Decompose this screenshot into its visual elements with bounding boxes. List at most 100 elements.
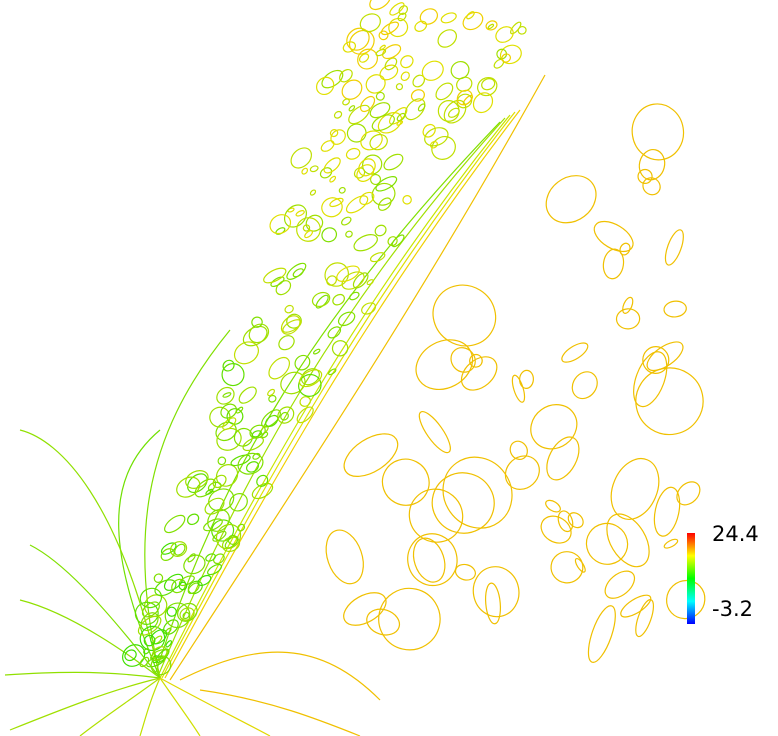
contour-loop xyxy=(203,518,223,532)
contour-loop xyxy=(143,648,150,655)
contour-loop xyxy=(450,60,470,80)
contour-loop xyxy=(312,348,321,355)
contour-loop xyxy=(620,594,652,618)
contour-loop xyxy=(338,186,346,194)
contour-loop xyxy=(447,107,460,118)
contour-loop xyxy=(619,242,631,256)
contour-loop xyxy=(251,316,263,328)
contour-loop xyxy=(663,538,679,549)
contour-loop xyxy=(511,374,526,403)
contour-loop xyxy=(329,129,339,138)
contour-loop xyxy=(222,392,232,398)
contour-loop xyxy=(278,335,295,351)
contour-loop xyxy=(530,404,578,450)
contour-loop xyxy=(277,406,295,424)
contour-loop xyxy=(424,127,449,147)
contour-loop xyxy=(304,230,314,239)
contour-loop xyxy=(346,27,370,51)
contour-loop xyxy=(443,99,467,124)
contour-loop xyxy=(345,147,361,160)
contour-loop xyxy=(329,197,344,208)
contour-loop xyxy=(309,165,319,173)
contour-loop xyxy=(352,272,369,289)
contour-loop xyxy=(378,30,389,41)
contour-loop xyxy=(472,566,520,618)
contour-loop xyxy=(321,69,344,89)
contour-loop xyxy=(391,234,405,248)
contour-loop xyxy=(622,296,634,314)
contour-loop xyxy=(249,424,266,439)
contour-loop xyxy=(414,20,428,32)
contour-loop xyxy=(546,436,580,481)
contour-loop xyxy=(194,478,217,498)
contour-loop xyxy=(361,302,377,315)
contour-loop xyxy=(337,311,356,327)
contour-loop xyxy=(440,12,457,24)
contour-loop xyxy=(143,634,156,647)
contour-loop xyxy=(222,417,237,431)
contour-loop xyxy=(323,157,341,174)
contour-loop xyxy=(143,594,168,618)
contour-loop xyxy=(432,284,497,347)
contour-loop xyxy=(349,291,360,301)
contour-loop xyxy=(137,615,162,636)
contour-loop xyxy=(302,224,311,232)
contour-loop xyxy=(635,599,655,638)
contour-loop xyxy=(124,649,137,662)
contour-loop xyxy=(665,579,706,620)
contour-loop xyxy=(642,177,661,196)
colorbar-tick-label: 24.4 xyxy=(712,522,759,546)
contour-loop xyxy=(251,430,262,438)
contour-loop xyxy=(342,41,357,53)
contour-loop xyxy=(545,499,561,513)
contour-loop xyxy=(664,229,684,266)
contour-loop xyxy=(348,29,375,55)
contour-loop xyxy=(265,414,279,428)
contour-loop xyxy=(343,592,387,626)
contour-loop xyxy=(320,140,335,152)
contour-loop xyxy=(417,103,426,112)
contour-loop xyxy=(153,573,164,584)
contour-loop xyxy=(325,529,364,585)
contour-loop xyxy=(187,513,200,526)
contour-loop xyxy=(493,58,505,69)
contour-loop xyxy=(400,71,410,82)
contour-loop xyxy=(450,347,476,373)
contour-loop xyxy=(487,23,495,30)
contour-loop xyxy=(165,640,173,648)
contour-loop xyxy=(298,369,323,388)
contour-loop xyxy=(329,175,337,183)
contour-loop xyxy=(501,53,511,63)
contour-loop xyxy=(263,267,287,284)
contour-loop xyxy=(150,649,169,662)
contour-loop xyxy=(395,83,404,91)
contour-loop xyxy=(638,148,666,181)
contour-loop xyxy=(429,140,438,149)
contour-loop xyxy=(327,326,342,339)
contour-loop xyxy=(242,436,264,452)
contour-loop xyxy=(294,354,311,371)
contour-loop xyxy=(238,386,257,404)
contour-loop xyxy=(615,308,641,330)
contour-loop xyxy=(602,248,625,280)
contour-loop xyxy=(215,464,239,487)
contour-field xyxy=(4,0,706,736)
contour-loop xyxy=(348,105,356,112)
contour-loop xyxy=(311,291,331,308)
contour-loop xyxy=(187,553,196,563)
contour-loop xyxy=(333,110,343,119)
contour-loop xyxy=(242,325,268,347)
contour-loop xyxy=(383,153,404,171)
contour-loop xyxy=(207,563,223,576)
contour-loop xyxy=(379,44,386,51)
contour-loop xyxy=(477,76,498,97)
contour-loop xyxy=(519,369,534,390)
contour-loop xyxy=(154,579,177,597)
contour-loop xyxy=(341,79,363,100)
contour-loop xyxy=(204,497,225,515)
contour-loop xyxy=(356,164,375,182)
contour-loop xyxy=(593,220,634,253)
contour-loop xyxy=(345,230,353,238)
contour-loop xyxy=(150,629,168,645)
contour-loop xyxy=(339,68,353,83)
